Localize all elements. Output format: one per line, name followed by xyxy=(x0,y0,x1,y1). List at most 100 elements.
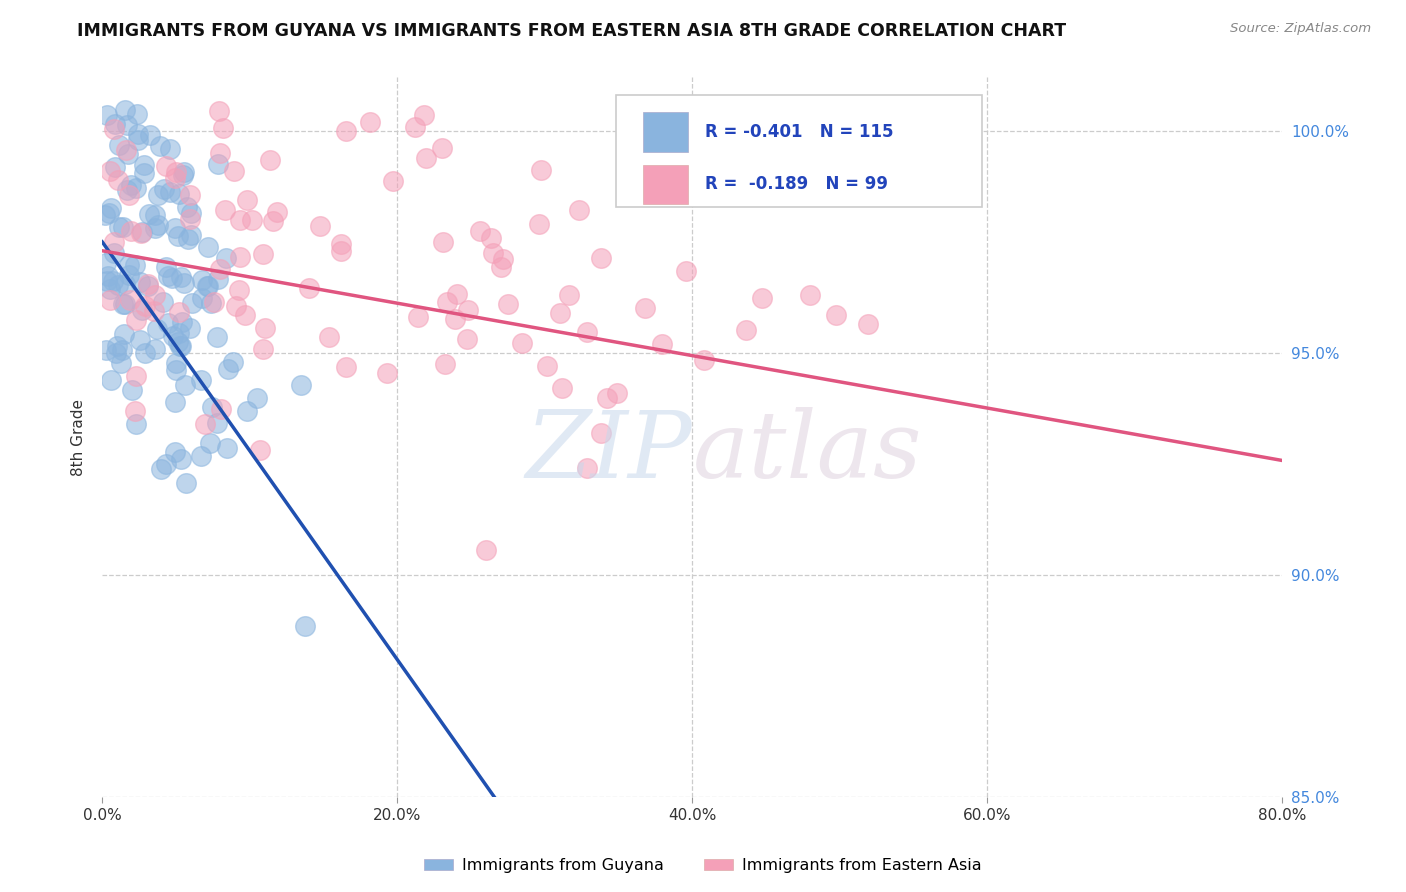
Point xyxy=(413,108,436,122)
Point xyxy=(125,417,148,432)
Point xyxy=(110,356,132,370)
Point xyxy=(173,276,195,290)
Point xyxy=(107,219,129,234)
Point xyxy=(163,220,186,235)
Point xyxy=(127,127,149,141)
Point xyxy=(115,144,138,158)
Point xyxy=(180,206,202,220)
Point xyxy=(475,542,498,557)
Point xyxy=(190,449,212,463)
Point xyxy=(120,178,142,192)
Point xyxy=(180,296,202,310)
Point xyxy=(155,457,177,471)
Point xyxy=(143,288,166,302)
Point xyxy=(634,301,657,315)
Point xyxy=(606,385,628,400)
Point xyxy=(94,343,117,357)
Point xyxy=(103,245,125,260)
Point xyxy=(222,164,245,178)
Point xyxy=(550,306,572,320)
Point xyxy=(215,251,238,265)
Point xyxy=(551,381,574,395)
Point xyxy=(143,208,166,222)
Point xyxy=(111,343,134,358)
Point xyxy=(229,213,252,227)
Point xyxy=(105,338,128,352)
Point xyxy=(329,244,352,258)
Point xyxy=(568,202,591,217)
Point xyxy=(117,147,139,161)
Point xyxy=(359,115,381,129)
Point xyxy=(252,343,274,357)
Point xyxy=(215,442,238,456)
Point xyxy=(103,122,125,136)
Point xyxy=(208,261,231,276)
Point xyxy=(436,294,458,309)
Bar xyxy=(643,112,688,152)
Point xyxy=(100,201,122,215)
Point xyxy=(576,461,599,475)
Point xyxy=(118,258,141,272)
Point xyxy=(651,336,673,351)
Point xyxy=(132,166,155,180)
Point xyxy=(165,394,187,409)
Point xyxy=(825,308,848,322)
Point xyxy=(117,268,139,282)
Point xyxy=(96,108,118,122)
Point xyxy=(591,251,613,265)
Point xyxy=(433,357,456,371)
Point xyxy=(167,326,190,340)
Point xyxy=(112,220,135,235)
Point xyxy=(177,231,200,245)
Point xyxy=(233,308,256,322)
Bar xyxy=(643,164,688,204)
Point xyxy=(259,153,281,168)
Point xyxy=(527,217,550,231)
Point xyxy=(856,317,879,331)
Point xyxy=(201,400,224,414)
Point xyxy=(290,378,312,392)
Point xyxy=(675,264,697,278)
Point xyxy=(167,186,190,201)
Point xyxy=(149,461,172,475)
Point xyxy=(117,118,139,132)
Legend: Immigrants from Guyana, Immigrants from Eastern Asia: Immigrants from Guyana, Immigrants from … xyxy=(418,852,988,880)
Point xyxy=(139,128,162,143)
Point xyxy=(252,247,274,261)
Point xyxy=(155,159,177,173)
Point xyxy=(132,158,155,172)
Point xyxy=(318,330,340,344)
Point xyxy=(97,206,120,220)
Point xyxy=(153,182,176,196)
Point xyxy=(446,286,468,301)
Point xyxy=(107,278,129,293)
Point xyxy=(208,104,231,119)
Point xyxy=(136,278,159,293)
Y-axis label: 8th Grade: 8th Grade xyxy=(72,399,86,476)
Point xyxy=(254,320,277,334)
Point xyxy=(134,299,156,313)
Point xyxy=(443,311,465,326)
Point xyxy=(131,302,153,317)
Point xyxy=(214,202,236,217)
Point xyxy=(456,332,478,346)
Point xyxy=(165,164,187,178)
Point xyxy=(406,310,429,325)
Point xyxy=(176,200,198,214)
Point xyxy=(209,402,232,417)
Point xyxy=(432,235,454,250)
Point xyxy=(165,445,187,459)
Text: Source: ZipAtlas.com: Source: ZipAtlas.com xyxy=(1230,22,1371,36)
Point xyxy=(104,117,127,131)
Point xyxy=(143,343,166,357)
Point xyxy=(382,174,405,188)
Point xyxy=(496,297,519,311)
FancyBboxPatch shape xyxy=(616,95,981,207)
Point xyxy=(479,231,502,245)
Point xyxy=(298,280,321,294)
Point xyxy=(170,315,193,329)
Point xyxy=(266,205,288,219)
Point xyxy=(170,451,193,466)
Point xyxy=(114,103,136,118)
Point xyxy=(576,325,599,339)
